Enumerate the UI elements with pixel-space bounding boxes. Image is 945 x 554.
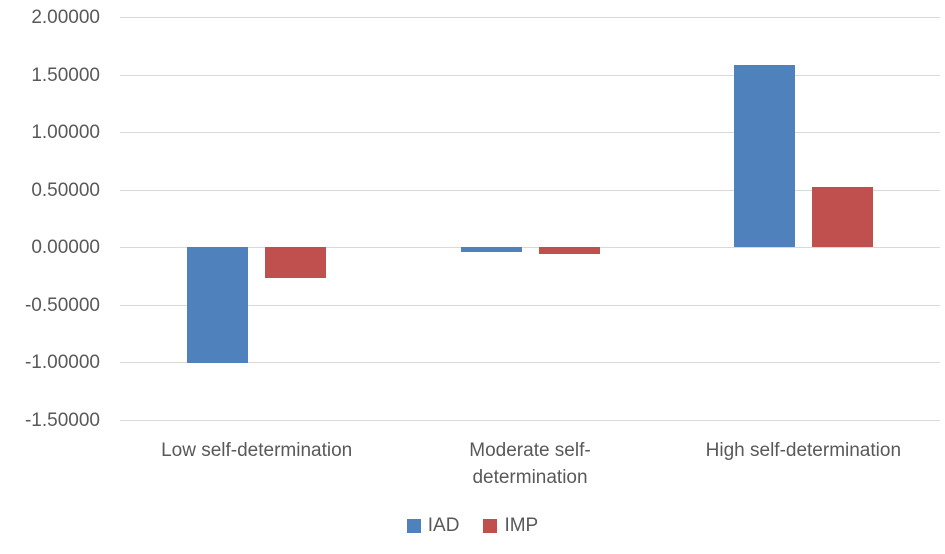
category-label: Low self-determination [161, 440, 353, 461]
gridline [120, 362, 940, 363]
gridline [120, 189, 940, 191]
bar-imp-3 [811, 187, 873, 247]
y-tick-label: -1.50000 [24, 409, 100, 431]
gridline [120, 247, 940, 248]
gridline [120, 132, 940, 133]
category-label: High self-determination [705, 440, 902, 461]
gridline [120, 74, 940, 76]
legend-swatch-imp [483, 518, 498, 533]
bar-iad-3 [733, 65, 795, 247]
legend-label: IAD [427, 515, 460, 536]
bar-imp-1 [265, 247, 327, 279]
category-label: Moderate self-determination [469, 440, 591, 488]
legend-item-imp: IMP [483, 516, 538, 535]
bar-iad-2 [460, 247, 522, 252]
y-tick-label: -0.50000 [24, 294, 100, 316]
legend-swatch-iad [406, 518, 421, 533]
gridline [120, 419, 940, 421]
gridline [120, 304, 940, 306]
legend-item-iad: IAD [406, 515, 460, 536]
gridline [120, 17, 940, 18]
y-tick-label: 0.00000 [31, 237, 100, 258]
y-tick-label: 0.50000 [31, 179, 100, 201]
legend-label: IMP [504, 515, 539, 536]
y-tick-label: -1.00000 [24, 352, 100, 373]
y-tick-label: 1.00000 [31, 122, 100, 143]
bar-iad-1 [187, 247, 249, 364]
y-tick-label: 1.50000 [31, 64, 100, 86]
bar-imp-2 [538, 247, 600, 254]
legend: IAD IMP [0, 516, 945, 535]
y-tick-label: 2.00000 [31, 7, 100, 28]
